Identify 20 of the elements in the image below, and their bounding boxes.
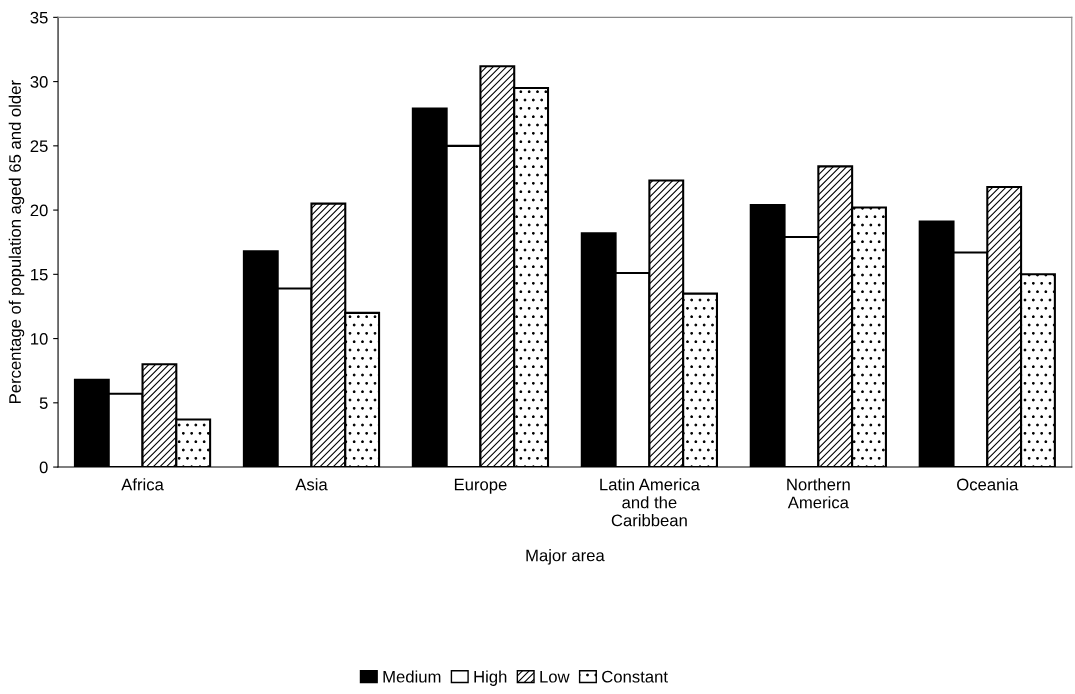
x-tick-label: Latin America and the Caribbean — [600, 478, 700, 527]
legend-label: Constant — [602, 670, 668, 683]
x-tick-label: Asia — [295, 478, 328, 491]
x-tick-label: Africa — [121, 478, 164, 491]
x-tick-label: Oceania — [957, 478, 1019, 491]
y-axis-title: Percentage of population aged 65 and older — [8, 80, 25, 403]
x-tick-label: Northern America — [787, 478, 850, 509]
y-tick-label: 0 — [39, 461, 48, 474]
legend-label: Low — [540, 670, 570, 683]
y-tick-label: 10 — [31, 332, 48, 345]
y-tick-label: 25 — [30, 140, 48, 153]
y-tick-label: 5 — [39, 397, 48, 410]
y-tick-label: 30 — [30, 76, 48, 88]
legend-label: Medium — [383, 670, 441, 683]
y-tick-label: 20 — [30, 204, 48, 217]
y-tick-label: 35 — [30, 11, 48, 24]
legend-label: High — [474, 670, 507, 686]
x-tick-label: Europe — [454, 478, 507, 494]
x-axis-title: Major area — [526, 549, 605, 565]
y-tick-label: 15 — [31, 268, 48, 281]
